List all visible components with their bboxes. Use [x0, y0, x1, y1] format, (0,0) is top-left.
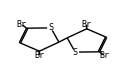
Text: S: S	[48, 23, 53, 32]
Text: Br: Br	[82, 20, 92, 29]
Text: S: S	[73, 48, 78, 57]
Text: Br: Br	[16, 20, 26, 29]
Text: Br: Br	[100, 51, 110, 60]
Text: Br: Br	[34, 51, 44, 60]
Circle shape	[72, 50, 78, 54]
Circle shape	[48, 26, 54, 30]
